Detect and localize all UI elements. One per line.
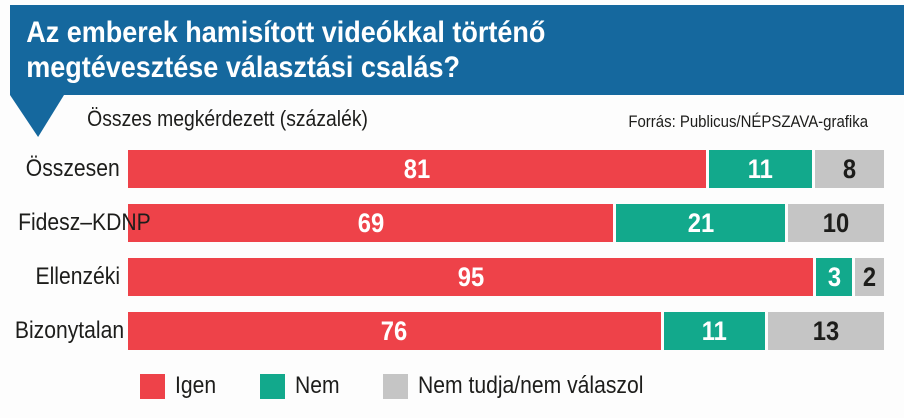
bar-track: 76 11 13 [128,312,885,350]
row-label: Ellenzéki [35,263,120,290]
bar-row-bizonytalan: Bizonytalan 76 11 13 [0,312,885,350]
legend-label-nemtudja: Nem tudja/nem válaszol [418,372,644,399]
chart-title: Az emberek hamisított videókkal történő m… [10,5,815,85]
bar-value: 95 [457,262,484,292]
bar-track: 81 11 8 [128,150,884,188]
bar-value: 11 [747,154,773,184]
legend-label-igen: Igen [175,372,217,399]
bar-track: 95 3 2 [128,258,884,296]
bar-value: 10 [822,208,850,238]
bar-segment-igen: 76 [128,312,661,350]
bar-segment-nem: 21 [616,204,785,242]
legend-item-igen: Igen [140,373,222,399]
bar-segment-nemtudja: 13 [767,312,885,350]
bar-value: 69 [357,208,384,238]
legend-swatch-nem [260,373,285,399]
bar-track: 69 21 10 [128,204,884,242]
bar-value: 76 [381,316,408,346]
source-credit: Forrás: Publicus/NÉPSZAVA-grafika [627,112,868,131]
stacked-bar-chart: Összesen 81 11 8 Fidesz–KDNP 69 21 10 El… [0,150,885,366]
chart-title-line2: megtévesztése választási csalás? [26,51,460,84]
bar-segment-igen: 69 [128,204,614,242]
legend-item-nemtudja: Nem tudja/nem válaszol [383,373,674,399]
bar-value: 8 [842,154,857,184]
bar-segment-igen: 95 [128,258,814,296]
bar-value: 3 [827,262,841,292]
bar-segment-nem: 11 [663,312,765,350]
bar-value: 11 [701,316,727,346]
bar-value: 13 [812,316,840,346]
bar-value: 2 [862,262,877,292]
bar-segment-nem: 3 [816,258,853,296]
bar-row-osszesen: Összesen 81 11 8 [0,150,884,188]
bar-segment-nemtudja: 10 [787,204,884,242]
speech-bubble-tail [10,95,64,137]
title-banner: Az emberek hamisított videókkal történő m… [10,5,904,95]
bar-segment-igen: 81 [128,150,706,188]
chart-title-line1: Az emberek hamisított videókkal történő [26,16,546,49]
bar-segment-nem: 11 [708,150,812,188]
chart-subtitle: Összes megkérdezett (százalék) [87,106,368,131]
row-label: Összesen [26,155,120,182]
row-label: Fidesz–KDNP [18,209,151,236]
bar-row-fidesz-kdnp: Fidesz–KDNP 69 21 10 [0,204,884,242]
bar-value: 81 [403,154,431,184]
bar-segment-nemtudja: 2 [855,258,884,296]
bar-value: 21 [687,208,714,238]
legend-swatch-igen [140,373,165,399]
row-label: Bizonytalan [14,317,125,344]
legend-label-nem: Nem [295,372,340,399]
legend-item-nem: Nem [260,373,346,399]
legend-swatch-nemtudja [383,373,408,399]
bar-row-ellenzeki: Ellenzéki 95 3 2 [0,258,884,296]
bar-segment-nemtudja: 8 [814,150,884,188]
